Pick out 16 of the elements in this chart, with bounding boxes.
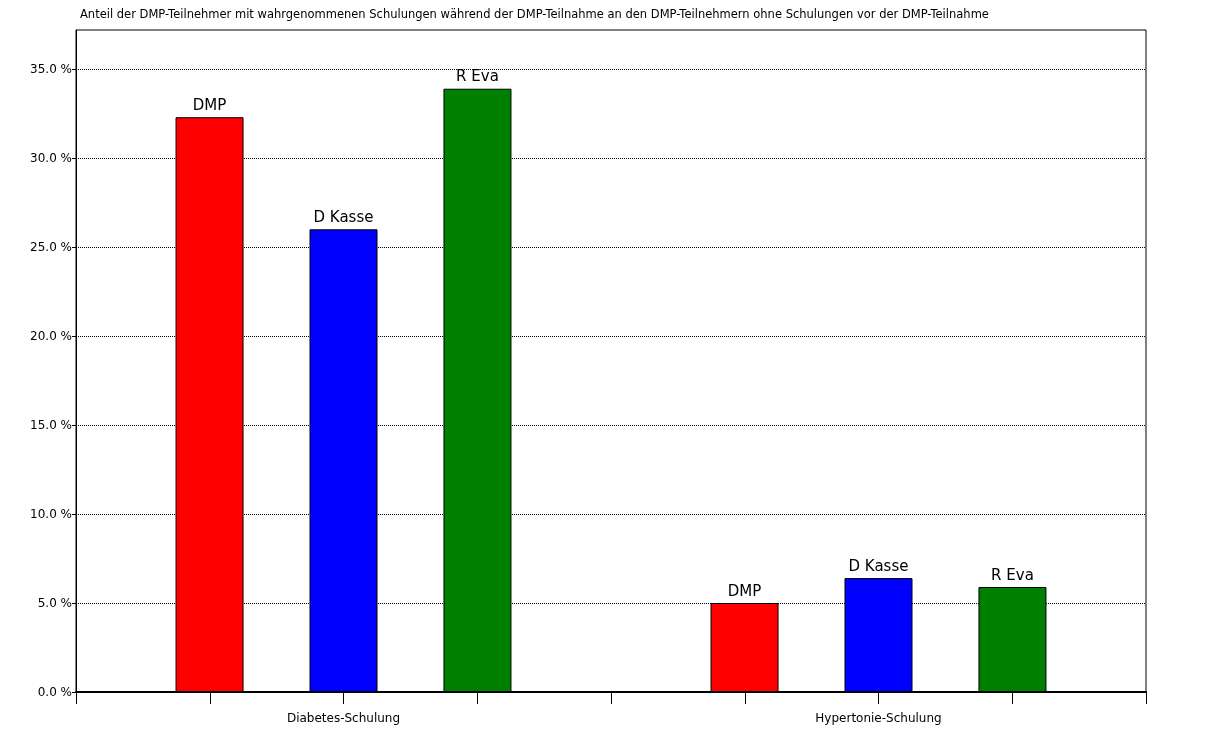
y-tick-label: 30.0 %	[30, 151, 72, 166]
y-tick-label: 5.0 %	[37, 596, 72, 611]
y-tick-label: 15.0 %	[30, 418, 72, 433]
y-tick-label: 0.0 %	[37, 685, 72, 699]
y-tick-label: 35.0 %	[30, 62, 72, 77]
series-label: D Kasse	[313, 207, 374, 226]
series-label: DMP	[192, 95, 227, 114]
chart-title: Anteil der DMP-Teilnehmer mit wahrgenommenen Schulungen während der DMP-Teilnahme an den DMP-Teilnehmern ohne Schulungen vor der DMP-Teilnahme	[80, 7, 989, 21]
y-tick-label: 10.0 %	[30, 507, 72, 522]
text: DMP	[727, 581, 762, 600]
y-tick-label: 25.0 %	[30, 240, 72, 255]
x-tick-label: Hypertonie-Schulung	[815, 711, 942, 725]
text: R Eva	[991, 565, 1034, 584]
x-tick-label: Diabetes-Schulung	[286, 711, 401, 725]
text: D Kasse	[848, 556, 909, 575]
y-tick-label: 20.0 %	[30, 329, 72, 344]
